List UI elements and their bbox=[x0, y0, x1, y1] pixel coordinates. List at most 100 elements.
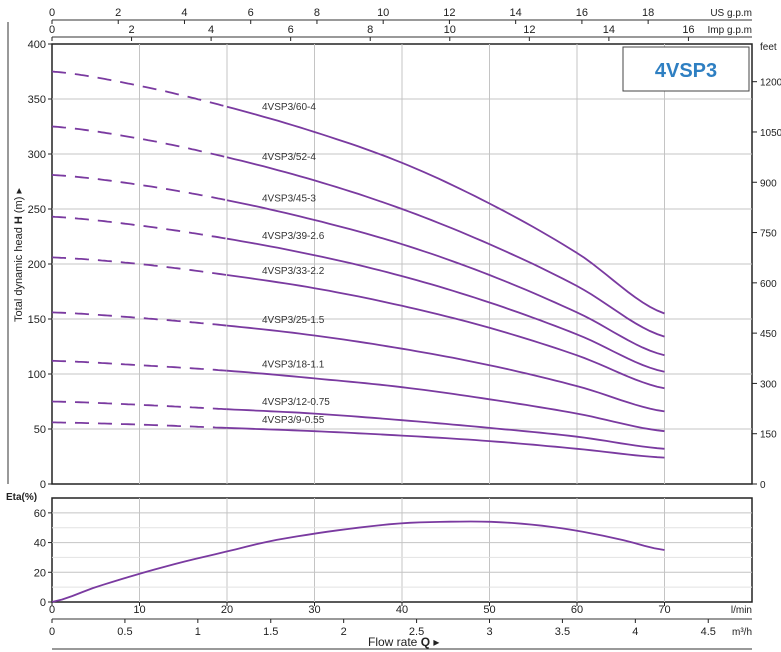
m3h-tick-label: 1 bbox=[195, 626, 201, 638]
us-gpm-ticks: 0 2 4 6 8 10 12 14 16 18 bbox=[49, 7, 654, 24]
head-curve-solid bbox=[226, 156, 665, 338]
head-y-tick-label: 50 bbox=[34, 424, 46, 436]
head-curve-solid bbox=[226, 369, 665, 433]
head-curve-label: 4VSP3/12-0.75 bbox=[262, 397, 330, 408]
flow-rate-label: Flow rate Q ▸ bbox=[368, 635, 439, 649]
m3h-tick-label: 3.5 bbox=[555, 626, 570, 638]
head-curve-solid bbox=[226, 199, 665, 357]
m3h-tick-label: 0 bbox=[49, 626, 55, 638]
head-y-tick-label: 350 bbox=[28, 94, 46, 106]
feet-tick-label: 300 bbox=[760, 379, 777, 390]
head-curve-dashed bbox=[51, 359, 228, 372]
imp-gpm-axis: 0 2 4 6 8 10 12 14 16 Imp g.p.m bbox=[49, 24, 752, 41]
eta-y-tick-label: 40 bbox=[34, 538, 46, 550]
head-curve-dashed bbox=[51, 311, 228, 327]
head-chart: 0 50 100 150 200 250 300 350 400 0 150 300 450 600 75… bbox=[13, 39, 781, 491]
lpm-unit: l/min bbox=[731, 605, 752, 616]
head-y-tick-label: 100 bbox=[28, 369, 46, 381]
lpm-tick-label: 0 bbox=[49, 604, 55, 616]
us-gpm-tick-label: 4 bbox=[181, 7, 187, 19]
head-curve-dashed bbox=[51, 215, 228, 240]
imp-gpm-tick-label: 6 bbox=[288, 24, 294, 36]
m3h-tick-label: 2 bbox=[341, 626, 347, 638]
chart-title: 4VSP3 bbox=[655, 60, 717, 82]
head-curve-label: 4VSP3/45-3 bbox=[262, 194, 316, 205]
head-curve-dashed bbox=[51, 256, 228, 276]
imp-gpm-tick-label: 14 bbox=[603, 24, 615, 36]
lpm-axis: 0 10 20 30 40 50 60 70 l/min bbox=[49, 602, 752, 616]
feet-tick-label: 450 bbox=[760, 329, 777, 340]
imp-gpm-tick-label: 16 bbox=[682, 24, 694, 36]
us-gpm-tick-label: 0 bbox=[49, 7, 55, 19]
eta-grid bbox=[52, 498, 752, 602]
eta-chart: 0 20 40 60 Eta(%) bbox=[6, 492, 753, 609]
eta-curve-line bbox=[51, 520, 665, 603]
feet-axis-ticks: 0 150 300 450 600 750 900 1050 1200 bbox=[752, 78, 781, 491]
lpm-tick-label: 60 bbox=[571, 604, 583, 616]
us-gpm-tick-label: 6 bbox=[248, 7, 254, 19]
head-curve-solid bbox=[226, 105, 665, 315]
head-curve-solid bbox=[226, 274, 665, 390]
imp-gpm-tick-label: 2 bbox=[128, 24, 134, 36]
us-gpm-tick-label: 10 bbox=[377, 7, 389, 19]
head-curve-label: 4VSP3/25-1.5 bbox=[262, 315, 325, 326]
feet-tick-label: 900 bbox=[760, 178, 777, 189]
eta-y-ticks: 0 20 40 60 bbox=[34, 508, 52, 609]
lpm-tick-label: 10 bbox=[133, 604, 145, 616]
lpm-tick-label: 40 bbox=[396, 604, 408, 616]
feet-tick-label: 1200 bbox=[760, 78, 781, 89]
feet-tick-label: 750 bbox=[760, 229, 777, 240]
head-curve-label: 4VSP3/39-2.6 bbox=[262, 231, 325, 242]
feet-tick-label: 0 bbox=[760, 480, 766, 491]
eta-y-tick-label: 20 bbox=[34, 567, 46, 579]
us-gpm-tick-label: 12 bbox=[443, 7, 455, 19]
head-curve-labels: 4VSP3/60-4 4VSP3/52-4 4VSP3/45-3 4VSP3/39-2… bbox=[262, 102, 330, 426]
m3h-tick-label: 4.5 bbox=[701, 626, 716, 638]
imp-gpm-ticks: 0 2 4 6 8 10 12 14 16 bbox=[49, 24, 695, 41]
us-gpm-axis: 0 2 4 6 8 10 12 14 16 18 US g.p.m bbox=[49, 7, 752, 24]
m3h-tick-label: 4 bbox=[632, 626, 638, 638]
head-curves bbox=[51, 70, 665, 459]
head-curve-solid bbox=[226, 427, 665, 459]
m3h-unit: m³/h bbox=[732, 627, 752, 638]
imp-gpm-tick-label: 0 bbox=[49, 24, 55, 36]
head-y-tick-label: 300 bbox=[28, 149, 46, 161]
feet-tick-label: 150 bbox=[760, 430, 777, 441]
imp-gpm-tick-label: 10 bbox=[444, 24, 456, 36]
head-curve-label: 4VSP3/33-2.2 bbox=[262, 266, 325, 277]
head-curve-dashed bbox=[51, 125, 228, 159]
head-y-tick-label: 200 bbox=[28, 259, 46, 271]
head-curve-solid bbox=[226, 237, 665, 373]
m3h-ticks: 0 0.5 1 1.5 2 2.5 3 3.5 4 4.5 bbox=[49, 619, 716, 638]
eta-curve bbox=[51, 520, 665, 603]
head-grid bbox=[52, 44, 752, 484]
m3h-tick-label: 2.5 bbox=[409, 626, 424, 638]
head-y-tick-label: 250 bbox=[28, 204, 46, 216]
head-curve-dashed bbox=[51, 174, 228, 202]
feet-tick-label: 600 bbox=[760, 279, 777, 290]
head-y-ticks: 0 50 100 150 200 250 300 350 400 bbox=[28, 39, 52, 491]
m3h-axis: 0 0.5 1 1.5 2 2.5 3 3.5 4 4.5 m³/h bbox=[49, 618, 752, 638]
lpm-tick-label: 50 bbox=[483, 604, 495, 616]
us-gpm-unit: US g.p.m bbox=[710, 8, 752, 19]
head-y-tick-label: 0 bbox=[40, 479, 46, 491]
head-curve-solid bbox=[226, 408, 665, 450]
head-curve-dashed bbox=[52, 421, 228, 429]
lpm-tick-label: 20 bbox=[221, 604, 233, 616]
us-gpm-tick-label: 18 bbox=[642, 7, 654, 19]
lpm-tick-label: 70 bbox=[658, 604, 670, 616]
head-curve-label: 4VSP3/18-1.1 bbox=[262, 360, 325, 371]
imp-gpm-unit: Imp g.p.m bbox=[708, 25, 752, 36]
m3h-tick-label: 3 bbox=[486, 626, 492, 638]
m3h-tick-label: 0.5 bbox=[117, 626, 132, 638]
imp-gpm-tick-label: 12 bbox=[523, 24, 535, 36]
head-y-tick-label: 400 bbox=[28, 39, 46, 51]
imp-gpm-tick-label: 4 bbox=[208, 24, 214, 36]
us-gpm-tick-label: 8 bbox=[314, 7, 320, 19]
eta-y-tick-label: 60 bbox=[34, 508, 46, 520]
m3h-tick-label: 1.5 bbox=[263, 626, 278, 638]
us-gpm-tick-label: 16 bbox=[576, 7, 588, 19]
lpm-ticks: 0 10 20 30 40 50 60 70 bbox=[49, 602, 671, 616]
us-gpm-tick-label: 2 bbox=[115, 7, 121, 19]
